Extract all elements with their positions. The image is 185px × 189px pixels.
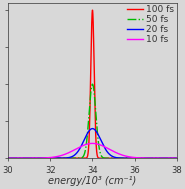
10 fs xyxy=(133,156,135,159)
10 fs xyxy=(108,148,110,150)
10 fs xyxy=(38,157,40,159)
Line: 100 fs: 100 fs xyxy=(8,10,177,158)
50 fs xyxy=(38,157,40,159)
Legend: 100 fs, 50 fs, 20 fs, 10 fs: 100 fs, 50 fs, 20 fs, 10 fs xyxy=(126,5,175,45)
50 fs xyxy=(117,157,119,159)
100 fs xyxy=(7,157,9,159)
Line: 20 fs: 20 fs xyxy=(8,129,177,158)
20 fs xyxy=(133,157,135,159)
20 fs xyxy=(7,157,9,159)
X-axis label: energy/10³ (cm⁻¹): energy/10³ (cm⁻¹) xyxy=(48,176,137,186)
Line: 10 fs: 10 fs xyxy=(8,143,177,158)
100 fs xyxy=(38,157,40,159)
50 fs xyxy=(108,157,110,159)
100 fs xyxy=(117,157,119,159)
Line: 50 fs: 50 fs xyxy=(8,84,177,158)
50 fs xyxy=(133,157,135,159)
20 fs xyxy=(91,127,94,130)
50 fs xyxy=(176,157,178,159)
20 fs xyxy=(117,157,119,159)
50 fs xyxy=(7,157,9,159)
10 fs xyxy=(7,157,9,159)
20 fs xyxy=(176,157,178,159)
50 fs xyxy=(91,83,94,85)
20 fs xyxy=(146,157,148,159)
100 fs xyxy=(146,157,148,159)
10 fs xyxy=(91,142,94,145)
10 fs xyxy=(176,157,178,159)
20 fs xyxy=(108,153,110,155)
20 fs xyxy=(38,157,40,159)
50 fs xyxy=(71,157,74,159)
20 fs xyxy=(71,155,74,157)
10 fs xyxy=(117,152,119,155)
100 fs xyxy=(133,157,135,159)
10 fs xyxy=(71,150,74,152)
100 fs xyxy=(176,157,178,159)
10 fs xyxy=(146,157,148,159)
100 fs xyxy=(91,9,94,11)
100 fs xyxy=(71,157,74,159)
100 fs xyxy=(108,157,110,159)
50 fs xyxy=(146,157,148,159)
